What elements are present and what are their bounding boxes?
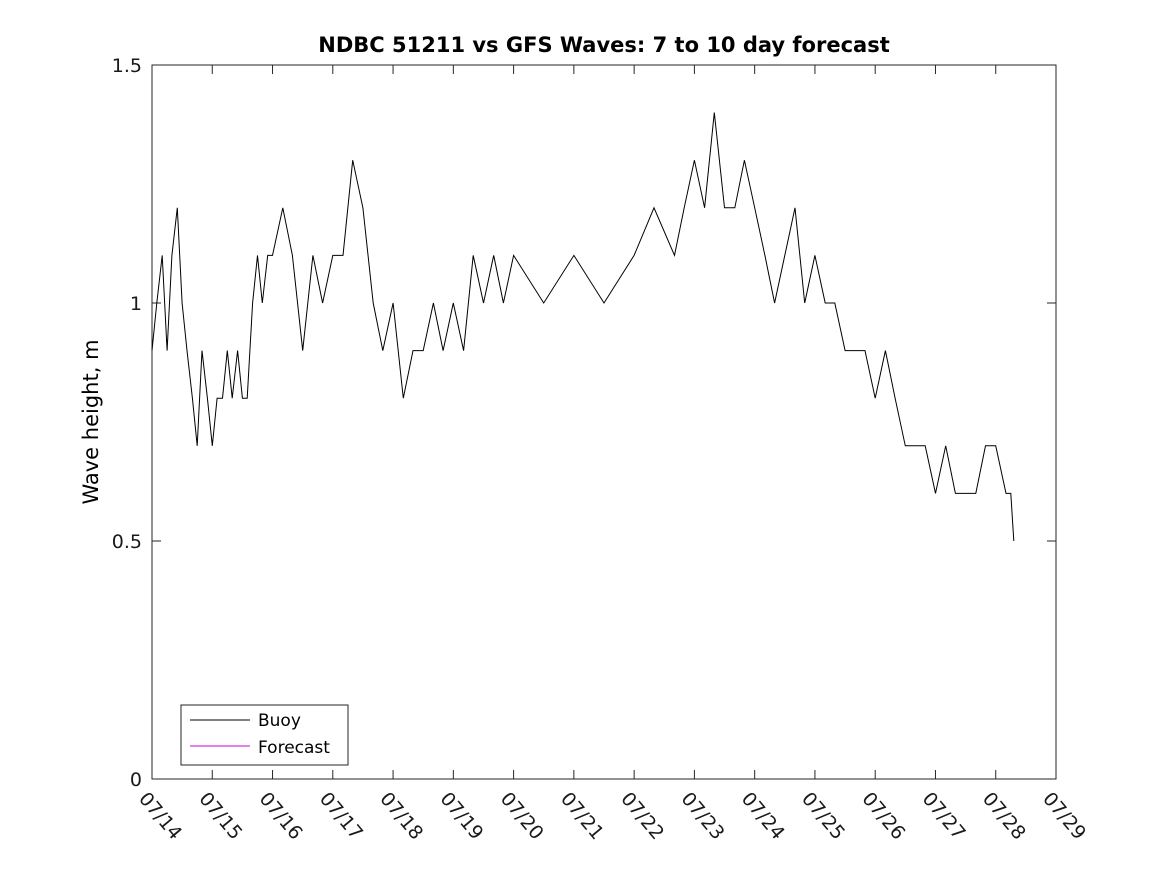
y-axis-ticks: 0 0.5 1 1.5 <box>112 55 1056 791</box>
x-tick-label: 07/16 <box>255 788 307 844</box>
x-tick-label: 07/14 <box>134 788 186 844</box>
x-tick-label: 07/15 <box>194 788 246 844</box>
legend-box <box>180 704 349 766</box>
chart-title: NDBC 51211 vs GFS Waves: 7 to 10 day for… <box>318 33 889 57</box>
y-tick-label: 0 <box>130 769 142 791</box>
x-tick-label: 07/25 <box>797 788 849 844</box>
x-tick-label: 07/19 <box>436 788 488 844</box>
legend-label-forecast: Forecast <box>258 738 330 758</box>
y-tick-label: 1 <box>130 293 142 315</box>
y-axis-label: Wave height, m <box>79 339 103 504</box>
legend: Buoy Forecast <box>180 704 349 766</box>
x-tick-label: 07/23 <box>677 788 729 844</box>
x-tick-label: 07/20 <box>496 788 548 844</box>
legend-label-buoy: Buoy <box>258 711 301 731</box>
x-tick-label: 07/27 <box>918 788 970 844</box>
x-tick-label: 07/22 <box>616 788 668 844</box>
y-tick-label: 0.5 <box>112 531 142 553</box>
y-tick-label: 1.5 <box>112 55 142 77</box>
x-tick-label: 07/26 <box>857 788 909 844</box>
x-tick-label: 07/24 <box>737 788 789 844</box>
x-tick-label: 07/29 <box>1038 788 1090 844</box>
series-line-buoy <box>151 112 1015 542</box>
x-tick-label: 07/28 <box>978 788 1030 844</box>
x-tick-label: 07/17 <box>315 788 367 844</box>
x-tick-label: 07/21 <box>556 788 608 844</box>
x-tick-label: 07/18 <box>375 788 427 844</box>
series-layer <box>151 112 1015 542</box>
plot-area <box>151 64 1057 780</box>
